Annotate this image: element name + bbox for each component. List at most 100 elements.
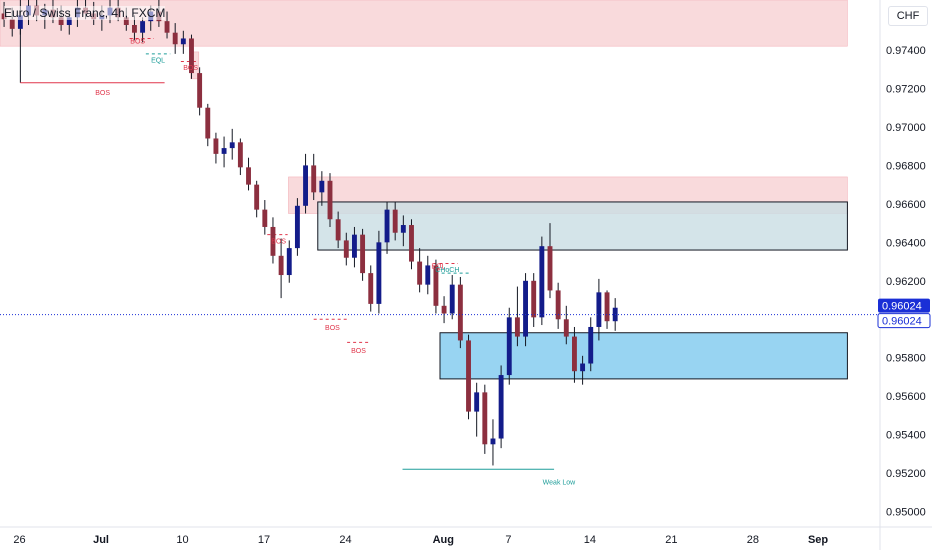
candle-body-up: [400, 225, 406, 233]
candle-body-down: [197, 73, 203, 108]
candle-body-down: [409, 225, 414, 262]
candle-body-down: [368, 273, 374, 304]
candle-body-up: [384, 209, 390, 243]
candle-body-down: [9, 19, 15, 29]
candle-body-down: [278, 255, 284, 276]
annotation-label: CHoCH: [435, 267, 459, 274]
candle-body-up: [352, 234, 357, 258]
candle-body-up: [376, 242, 382, 304]
price-badge-secondary: [877, 313, 931, 329]
y-tick-label: 0.96800: [886, 160, 926, 172]
candle-body-down: [433, 265, 439, 306]
candle-body-up: [180, 38, 186, 45]
candle-body-up: [17, 15, 23, 29]
candle-body-down: [123, 17, 129, 26]
annotation-label: BOS: [130, 38, 145, 45]
candle-body-down: [360, 234, 366, 274]
x-tick-label: 21: [665, 534, 677, 546]
candle-body-down: [205, 107, 211, 139]
candle-body-up: [221, 148, 227, 154]
annotation-label: BOS: [95, 90, 110, 97]
currency-selector[interactable]: CHF: [888, 6, 928, 26]
candle-body-up: [294, 205, 300, 249]
y-tick-label: 0.95600: [886, 391, 926, 403]
annotation-label: EQL: [431, 263, 445, 270]
candle-body-down: [343, 240, 349, 258]
candle-body-down: [466, 340, 471, 412]
candle-body-up: [229, 142, 235, 149]
annotation-label: BOS: [325, 325, 340, 332]
candle-body-down: [213, 138, 219, 154]
y-tick-label: 0.95800: [886, 353, 926, 365]
candle-body-up: [580, 363, 586, 372]
x-tick-label: Sep: [808, 534, 828, 546]
candle-body-up: [449, 284, 455, 314]
candle-body-up: [596, 292, 602, 327]
candle-body-up: [286, 248, 292, 276]
candle-body-up: [319, 180, 325, 193]
candle-body-up: [66, 17, 72, 26]
price-badge-primary: [878, 298, 930, 313]
time-axis-panel: [0, 527, 932, 550]
x-tick-label: 28: [747, 534, 759, 546]
candle-body-down: [262, 209, 268, 227]
candle-body-down: [327, 180, 333, 220]
candle-body-down: [392, 209, 398, 233]
candle-body-down: [189, 38, 194, 74]
candle-body-up: [588, 326, 594, 364]
candle-body-up: [425, 265, 431, 285]
x-tick-label: Jul: [93, 534, 109, 546]
candle-body-down: [417, 261, 423, 285]
gray_zone-zone: [317, 201, 848, 251]
candle-body-down: [164, 21, 170, 33]
price-badge-secondary-text: 0.96024: [882, 316, 922, 328]
candle-body-down: [335, 219, 341, 241]
candle-body-down: [246, 167, 251, 185]
y-tick-label: 0.95200: [886, 468, 926, 480]
annotation-label: Weak Low: [543, 480, 576, 487]
candle-body-down: [563, 319, 569, 337]
x-tick-label: 14: [584, 534, 596, 546]
annotation-label: BOS: [351, 348, 366, 355]
y-tick-label: 0.96600: [886, 199, 926, 211]
y-tick-label: 0.95000: [886, 507, 926, 519]
annotation-label: EQL: [151, 58, 165, 65]
candle-body-up: [523, 280, 528, 337]
price-axis-panel: [880, 0, 932, 550]
candle-body-down: [457, 284, 463, 341]
candle-body-down: [237, 142, 243, 168]
y-tick-label: 0.97000: [886, 122, 926, 134]
x-tick-label: 17: [258, 534, 270, 546]
y-tick-label: 0.95400: [886, 430, 926, 442]
y-tick-label: 0.96200: [886, 276, 926, 288]
candle-body-down: [58, 17, 64, 26]
candle-body-up: [539, 246, 545, 318]
x-tick-label: 24: [339, 534, 351, 546]
candle-body-down: [547, 246, 553, 291]
price-badge-primary-text: 0.96024: [882, 301, 922, 313]
y-tick-label: 0.97200: [886, 83, 926, 95]
candle-body-up: [506, 317, 512, 376]
x-tick-label: 7: [505, 534, 511, 546]
candle-body-down: [311, 165, 317, 193]
candle-body-up: [490, 438, 496, 445]
candle-body-up: [474, 392, 480, 412]
candle-body-down: [441, 305, 447, 314]
candle-body-down: [132, 25, 137, 33]
candle-body-down: [531, 280, 537, 318]
candle-body-down: [514, 317, 520, 337]
x-tick-label: 10: [176, 534, 188, 546]
candle-body-down: [254, 184, 260, 210]
y-tick-label: 0.96400: [886, 237, 926, 249]
candle-body-down: [172, 32, 178, 45]
candle-body-down: [572, 336, 577, 372]
annotation-label: BOS: [183, 65, 198, 72]
candle-body-down: [555, 290, 561, 320]
x-tick-label: 26: [13, 534, 25, 546]
candle-body-up: [303, 165, 308, 206]
y-tick-label: 0.97400: [886, 45, 926, 57]
candle-body-up: [498, 375, 504, 439]
chart-title: Euro / Swiss Franc, 4h, FXCM: [4, 6, 166, 20]
candle-body-down: [270, 226, 276, 256]
